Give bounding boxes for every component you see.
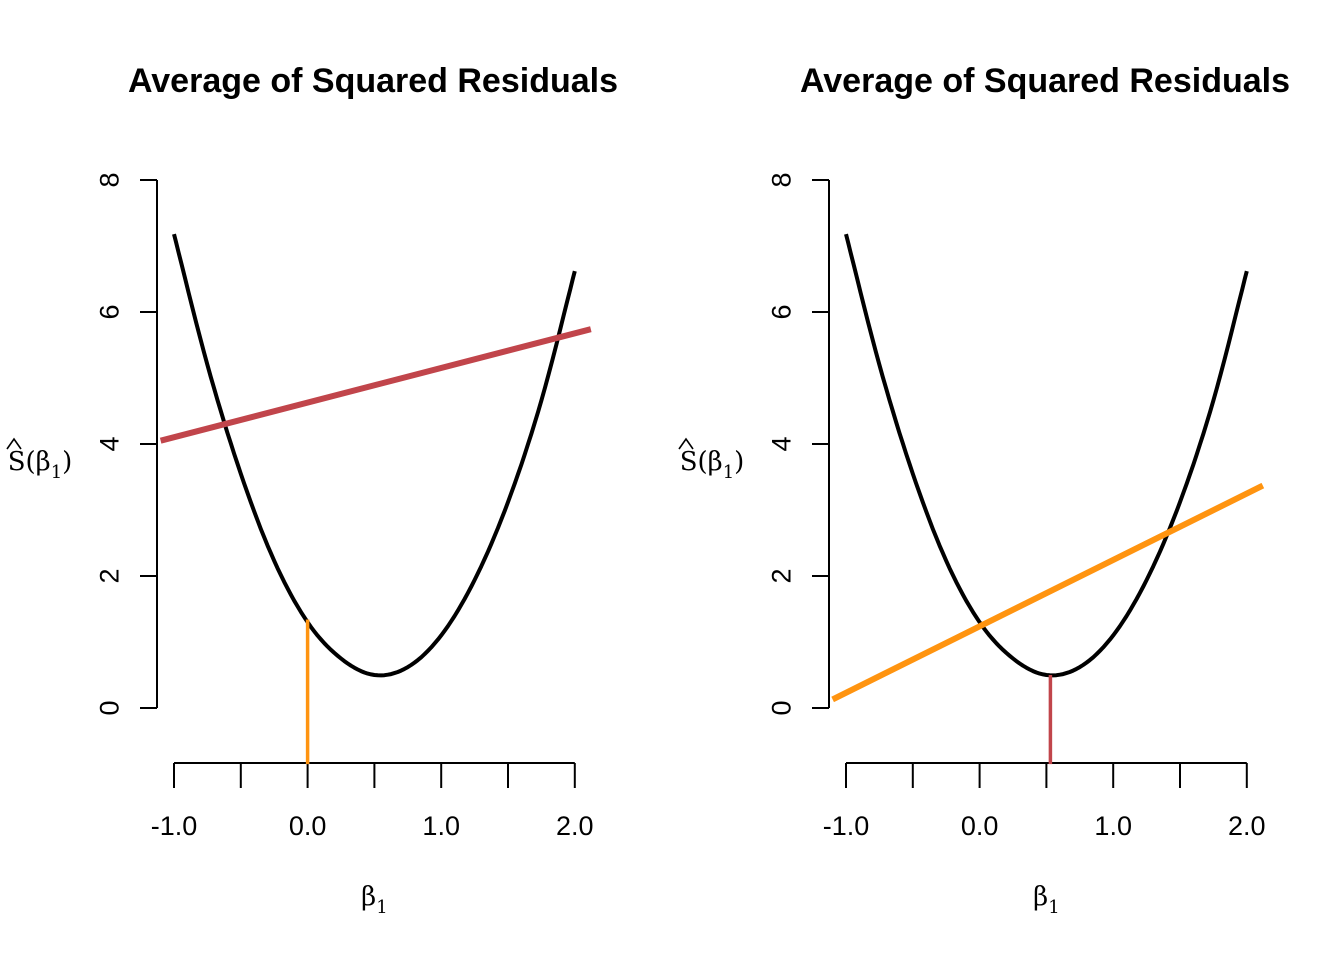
x-tick-label: 1.0 [422,811,460,841]
curve-series [172,233,577,678]
y-tick-label: 2 [94,568,124,583]
y-tick-label: 6 [94,304,124,319]
straight-line-series [159,326,592,444]
curve-series [844,233,1249,678]
x-tick-label: 1.0 [1094,811,1132,841]
y-tick-label: 8 [94,172,124,187]
y-tick-label: 8 [766,172,796,187]
y-tick-label: 0 [94,700,124,715]
x-tick-label: 2.0 [556,811,594,841]
y-tick-label: 4 [94,436,124,451]
hat-mark [6,437,22,450]
chart-title: Average of Squared Residuals [800,62,1290,100]
hat-mark [678,437,694,450]
x-tick-label: -1.0 [151,811,198,841]
chart-title: Average of Squared Residuals [128,62,618,100]
x-axis-label: β1 [361,882,387,918]
y-axis-label: S(β1) [680,447,745,483]
y-axis-label: S(β1) [8,447,73,483]
straight-line-series [831,482,1265,703]
x-axis-label: β1 [1033,882,1059,918]
y-tick-label: 4 [766,436,796,451]
y-tick-label: 0 [766,700,796,715]
y-tick-label: 6 [766,304,796,319]
panel-2: Average of Squared Residuals 0 2 4 6 8 -1.0 0.0… [678,62,1290,918]
x-tick-label: -1.0 [823,811,870,841]
x-tick-label: 0.0 [961,811,999,841]
x-tick-label: 2.0 [1228,811,1266,841]
x-tick-label: 0.0 [289,811,327,841]
panel-1: Average of Squared Residuals 0 2 4 6 8 -1.0 0.0… [6,62,618,918]
y-tick-label: 2 [766,568,796,583]
